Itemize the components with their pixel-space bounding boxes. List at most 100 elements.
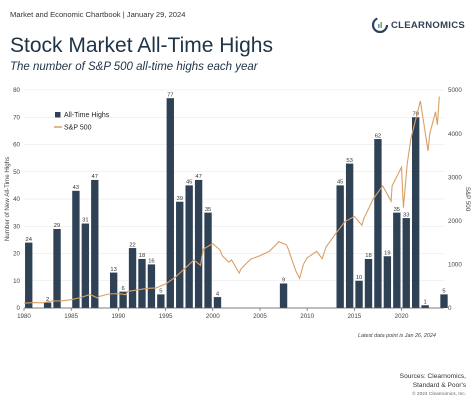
legend-line-label: S&P 500 [64,125,92,132]
bar [138,258,146,308]
bar [185,185,193,308]
clearnomics-logo: CLEARNOMICS [372,17,465,33]
y-tick-label: 50 [13,169,20,176]
y2-axis-title: S&P 500 [464,187,471,212]
bar [72,190,80,308]
bar-label: 2 [46,297,49,303]
x-tick-label: 2000 [206,313,220,320]
y-tick-label: 10 [13,278,20,285]
y2-tick-label: 2000 [448,218,462,225]
bar-label: 13 [110,267,116,273]
sources-line1: Sources: Clearnomics, [399,373,466,380]
y-axis-title: Number of New All-Time Highs [4,157,11,241]
bar [43,302,52,308]
bar-label: 35 [394,207,400,213]
bar-label: 39 [177,196,183,202]
bar [213,297,222,308]
y-tick-label: 70 [13,114,20,121]
bar-label: 9 [282,278,285,284]
bar-label: 18 [365,253,371,259]
bar [355,280,363,308]
bar-label: 29 [54,223,60,229]
bar [402,218,410,308]
bar [166,98,174,308]
data-note: Latest data point is Jan 26, 2024 [358,333,436,339]
bar-label: 31 [82,218,88,224]
sp500-line [23,96,440,304]
y2-tick-label: 4000 [448,131,462,138]
bar-label: 6 [121,286,124,292]
bar [91,179,99,308]
x-tick-label: 1985 [64,313,78,320]
x-tick-label: 1990 [111,313,125,320]
y2-tick-label: 5000 [448,87,462,94]
bar-label: 35 [205,207,211,213]
bar [109,272,118,308]
bar-label: 43 [73,185,79,191]
bar-label: 77 [167,92,173,98]
bar [157,294,165,308]
bar [345,163,354,308]
bar-label: 24 [25,237,32,243]
sources: Sources: Clearnomics, Standard & Poor's … [400,372,466,399]
bar [336,185,344,308]
y-tick-label: 80 [13,87,20,94]
bar [119,291,127,308]
legend-bars-label: All-Time Highs [64,112,110,119]
y-tick-label: 40 [13,196,20,203]
y2-tick-label: 1000 [448,262,462,269]
bar-label: 4 [216,291,220,297]
bar [279,283,288,308]
bar [204,212,212,308]
bar-label: 47 [92,174,98,180]
sources-line2: Standard & Poor's [412,382,466,389]
x-tick-label: 2005 [253,313,267,320]
clearnomics-logo-icon [372,17,388,33]
bar-label: 18 [139,253,145,259]
bar [374,139,382,308]
bar [393,212,401,308]
bar-label: 33 [403,212,409,218]
bar-label: 1 [424,299,427,305]
y2-tick-label: 0 [448,305,452,312]
y-tick-label: 20 [13,251,20,258]
chartbook-header: Market and Economic Chartbook | January … [10,10,186,19]
bar-label: 19 [384,250,390,256]
bar-label: 45 [186,180,192,186]
x-tick-label: 2015 [347,313,361,320]
bar [176,201,184,308]
bar [383,256,392,308]
y-tick-label: 60 [13,142,20,149]
bar [128,248,137,308]
x-tick-label: 2010 [300,313,314,320]
bar [440,294,448,308]
logo-text: CLEARNOMICS [391,19,466,31]
legend-bars-swatch [55,112,61,118]
bar-label: 5 [442,289,445,295]
chart-title: Stock Market All-Time Highs [10,34,273,57]
bar-label: 47 [195,174,201,180]
bar-label: 10 [356,275,362,281]
bar [53,228,61,308]
bar [412,117,420,308]
chart-subtitle: The number of S&P 500 all-time highs eac… [10,61,258,73]
bar [421,305,429,308]
bar-label: 16 [148,259,154,265]
bar [194,179,203,308]
bar [81,223,90,308]
copyright: © 2024 Clearnomics, Inc. [412,392,466,397]
x-tick-label: 1995 [159,313,173,320]
x-tick-label: 2020 [395,313,409,320]
bar-label: 22 [129,242,135,248]
x-tick-label: 1980 [17,313,31,320]
bar [364,258,373,308]
y-tick-label: 0 [17,305,21,312]
y-tick-label: 30 [13,223,20,230]
bar-label: 53 [346,158,352,164]
bar [147,264,156,308]
y2-tick-label: 3000 [448,174,462,181]
bar [25,242,33,308]
bar-label: 5 [159,289,162,295]
bar-label: 45 [337,180,343,186]
